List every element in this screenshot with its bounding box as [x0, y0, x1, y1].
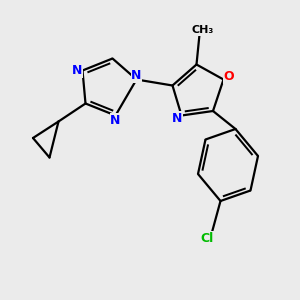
- Text: N: N: [72, 64, 82, 77]
- Text: O: O: [224, 70, 234, 83]
- Text: N: N: [172, 112, 182, 125]
- Text: N: N: [110, 113, 121, 127]
- Text: CH₃: CH₃: [191, 25, 214, 35]
- Text: N: N: [131, 69, 142, 82]
- Text: Cl: Cl: [200, 232, 214, 245]
